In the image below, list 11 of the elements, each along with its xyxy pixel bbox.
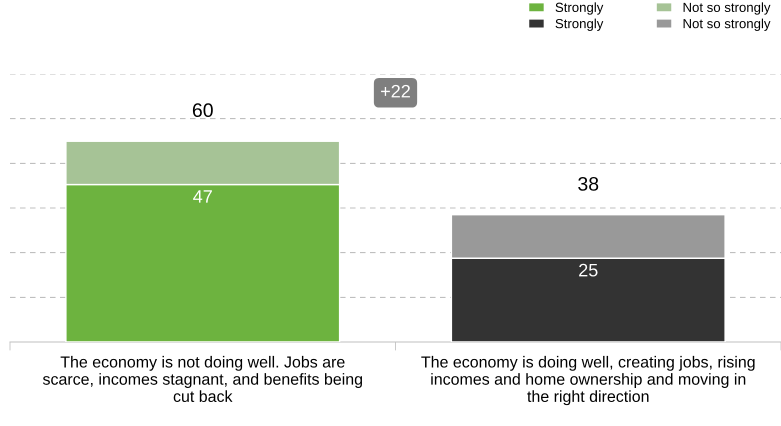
legend-label: Not so strongly xyxy=(684,18,770,31)
data-label: 47 xyxy=(193,190,212,203)
x-tick-label: The economy is not doing well. Jobs are scarce, incomes stagnant, and benefits being cut back xyxy=(42,356,362,402)
annotation: +22 xyxy=(381,84,410,98)
legend-label: Strongly xyxy=(556,2,604,15)
total-label: 60 xyxy=(192,103,213,118)
legend-label: Strongly xyxy=(556,18,604,31)
x-tick-label: The economy is doing well, creating jobs, rising incomes and home ownership and moving in the right direction xyxy=(421,356,755,406)
total-label: 38 xyxy=(578,176,598,191)
data-label: 25 xyxy=(579,264,598,277)
legend-label: Not so strongly xyxy=(684,2,770,15)
